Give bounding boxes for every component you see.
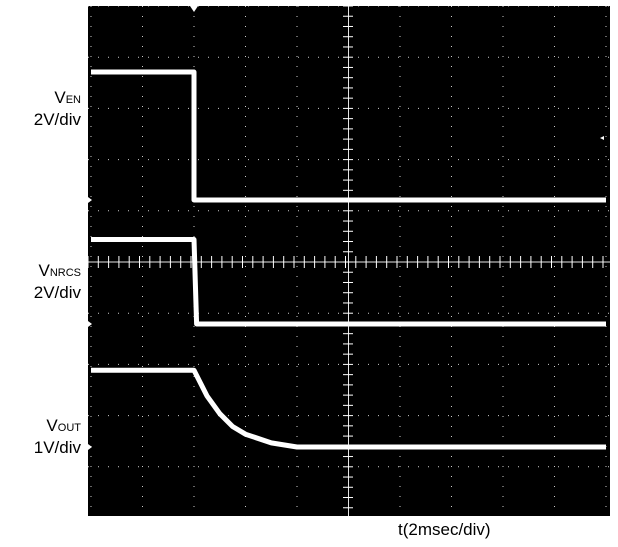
vnrcs-scale: 2V/div (33, 283, 81, 302)
ven-label: VEN (54, 88, 81, 107)
oscilloscope-plot (88, 6, 610, 516)
vout-label: VOUT (46, 416, 81, 435)
oscilloscope-screen (88, 6, 610, 516)
ground-marker-icon (88, 197, 92, 203)
ground-marker-icon (88, 321, 92, 327)
ven-trace (91, 69, 606, 203)
trigger-level-icon (600, 136, 604, 140)
vnrcs-label: VNRCS (38, 261, 81, 280)
vnrcs-trace (91, 237, 606, 327)
trigger-marker-icon (190, 6, 198, 12)
ven-scale: 2V/div (33, 110, 81, 129)
x-axis-label: t(2msec/div) (398, 520, 491, 539)
ground-marker-icon (88, 444, 92, 450)
vout-scale: 1V/div (33, 438, 81, 457)
vout-trace (91, 367, 606, 450)
